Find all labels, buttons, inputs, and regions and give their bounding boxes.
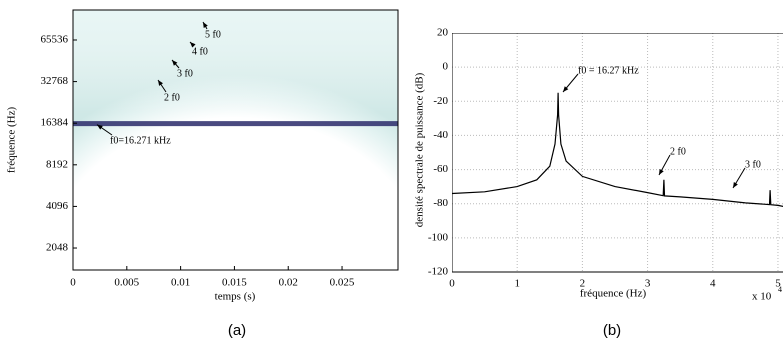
y-axis-label: fréquence (Hz) — [6, 107, 18, 174]
x-offset-label: x 10 — [752, 291, 772, 303]
annotation: 5 f0 — [205, 29, 221, 40]
y-tick-label: 32768 — [41, 75, 69, 87]
arrow-head — [659, 169, 664, 175]
annotation: 2 f0 — [670, 146, 686, 157]
x-axis-label: temps (s) — [215, 291, 256, 303]
caption: (a) — [228, 322, 246, 339]
frequency-band — [73, 121, 398, 127]
plot-frame — [452, 33, 783, 273]
annotation: 3 f0 — [745, 159, 761, 170]
annotation: f0 = 16.27 kHz — [578, 65, 639, 76]
y-tick-label: -20 — [433, 95, 448, 107]
x-tick-label: 0 — [70, 277, 76, 289]
x-tick-label: 0.015 — [222, 277, 247, 289]
arrow-head — [172, 60, 178, 66]
y-tick-label: 0 — [443, 61, 449, 73]
y-axis-label: densité spectrale de puissance (dB) — [414, 72, 426, 227]
spectrum-line — [452, 92, 783, 208]
x-tick-label: 0.025 — [330, 277, 355, 289]
annotation: 3 f0 — [177, 68, 193, 79]
y-tick-label: 8192 — [46, 158, 68, 170]
caption: (b) — [603, 322, 621, 339]
x-axis-label: fréquence (Hz) — [580, 288, 647, 300]
annotation: 4 f0 — [192, 46, 208, 57]
band-label: f0=16.271 kHz — [110, 135, 171, 146]
y-tick-label: 2048 — [46, 242, 69, 254]
x-offset-exponent: 4 — [778, 285, 782, 294]
arrow-head — [158, 80, 164, 86]
x-tick-label: 2 — [580, 278, 586, 290]
x-tick-label: 1 — [514, 278, 520, 290]
x-tick-label: 0 — [449, 278, 455, 290]
y-tick-label: -40 — [433, 129, 448, 141]
x-tick-label: 0.02 — [279, 277, 298, 289]
heatmap-background — [73, 10, 398, 270]
x-tick-label: 0.01 — [171, 277, 190, 289]
y-tick-label: -80 — [433, 197, 448, 209]
x-tick-label: 3 — [645, 278, 651, 290]
arrow-head — [203, 22, 208, 28]
plot-frame — [72, 9, 399, 271]
x-tick-label: 5 — [775, 278, 781, 290]
arrow-head — [190, 42, 196, 48]
y-tick-label: -120 — [428, 266, 449, 278]
arrow-head — [733, 182, 738, 188]
arrow-head — [563, 86, 569, 92]
annotation: 2 f0 — [164, 92, 180, 103]
y-tick-label: 20 — [437, 27, 449, 39]
y-tick-label: -60 — [433, 163, 448, 175]
y-tick-label: -100 — [428, 231, 449, 243]
x-tick-label: 4 — [710, 278, 716, 290]
arrow-head — [97, 124, 103, 130]
line-clip — [452, 33, 783, 273]
y-tick-label: 16384 — [41, 117, 69, 129]
y-tick-label: 4096 — [46, 200, 69, 212]
x-tick-label: 0.005 — [114, 277, 139, 289]
y-tick-label: 65536 — [41, 34, 69, 46]
